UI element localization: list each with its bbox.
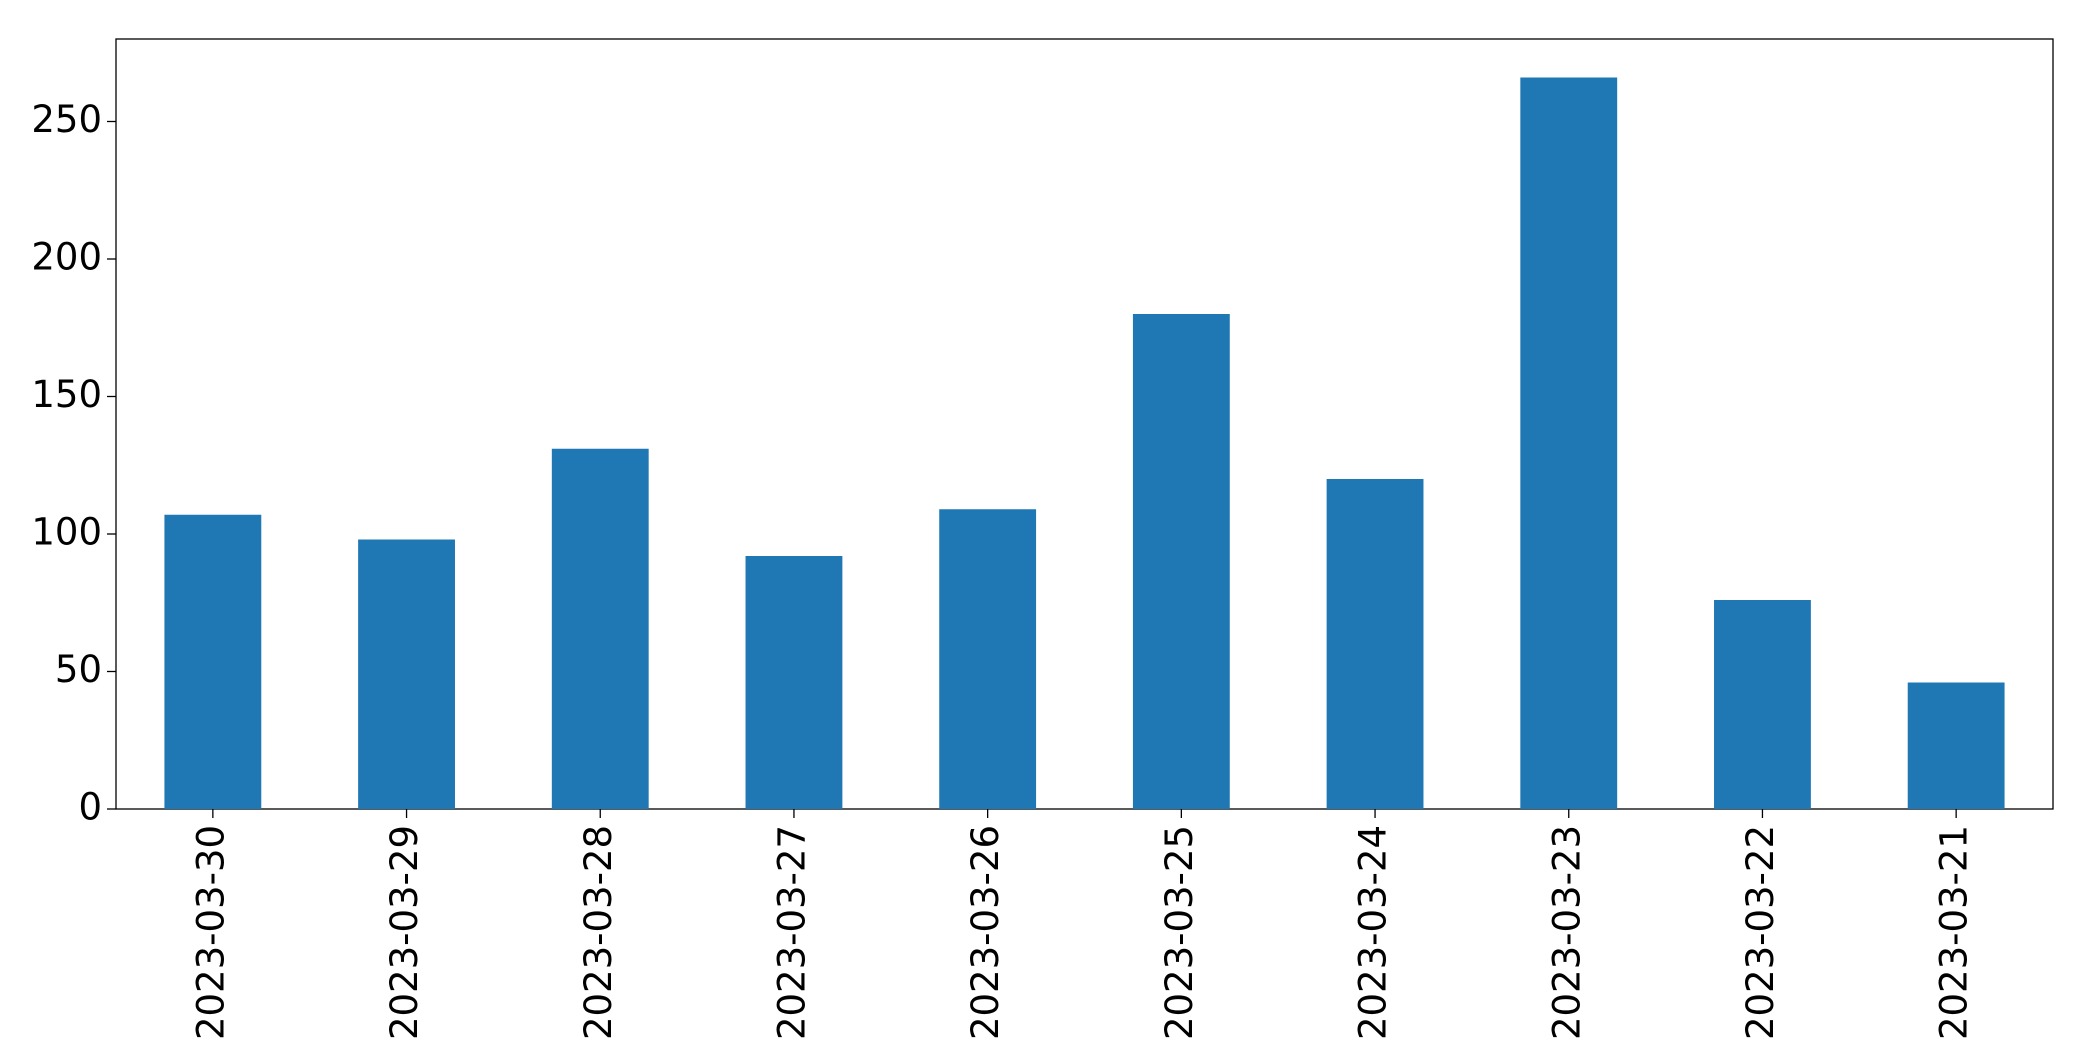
bar xyxy=(1132,314,1230,809)
x-tick-label: 2023-03-30 xyxy=(189,825,232,1040)
bar xyxy=(1714,600,1811,809)
bar xyxy=(745,556,843,809)
bar xyxy=(551,448,649,809)
bar xyxy=(1326,479,1424,809)
x-tick-label: 2023-03-22 xyxy=(1739,825,1782,1040)
plot-frame xyxy=(115,38,2054,810)
y-tick-label: 0 xyxy=(78,786,102,829)
bar xyxy=(358,539,455,809)
x-tick-label: 2023-03-21 xyxy=(1933,825,1976,1040)
x-tick-label: 2023-03-27 xyxy=(770,825,813,1040)
bar xyxy=(939,509,1037,809)
x-tick-label: 2023-03-23 xyxy=(1545,825,1588,1040)
y-tick-label: 100 xyxy=(31,511,102,554)
y-tick-label: 250 xyxy=(31,98,102,141)
x-tick-label: 2023-03-25 xyxy=(1158,825,1201,1040)
x-tick-label: 2023-03-28 xyxy=(577,825,620,1040)
bar xyxy=(1907,682,2005,809)
y-tick-label: 200 xyxy=(31,236,102,279)
bar xyxy=(1520,77,1618,809)
x-tick-label: 2023-03-26 xyxy=(964,825,1007,1040)
x-tick-label: 2023-03-24 xyxy=(1352,825,1395,1040)
y-tick-label: 50 xyxy=(55,648,102,691)
bar xyxy=(164,514,262,809)
x-tick-label: 2023-03-29 xyxy=(383,825,426,1040)
y-tick-label: 150 xyxy=(31,373,102,416)
